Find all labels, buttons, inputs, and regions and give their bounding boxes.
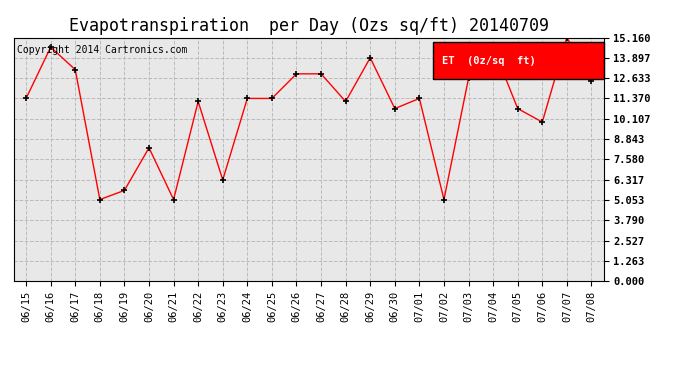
Text: ET  (0z/sq  ft): ET (0z/sq ft)	[442, 56, 536, 66]
Text: Copyright 2014 Cartronics.com: Copyright 2014 Cartronics.com	[17, 45, 187, 55]
Title: Evapotranspiration  per Day (Ozs sq/ft) 20140709: Evapotranspiration per Day (Ozs sq/ft) 2…	[69, 16, 549, 34]
FancyBboxPatch shape	[433, 42, 604, 79]
